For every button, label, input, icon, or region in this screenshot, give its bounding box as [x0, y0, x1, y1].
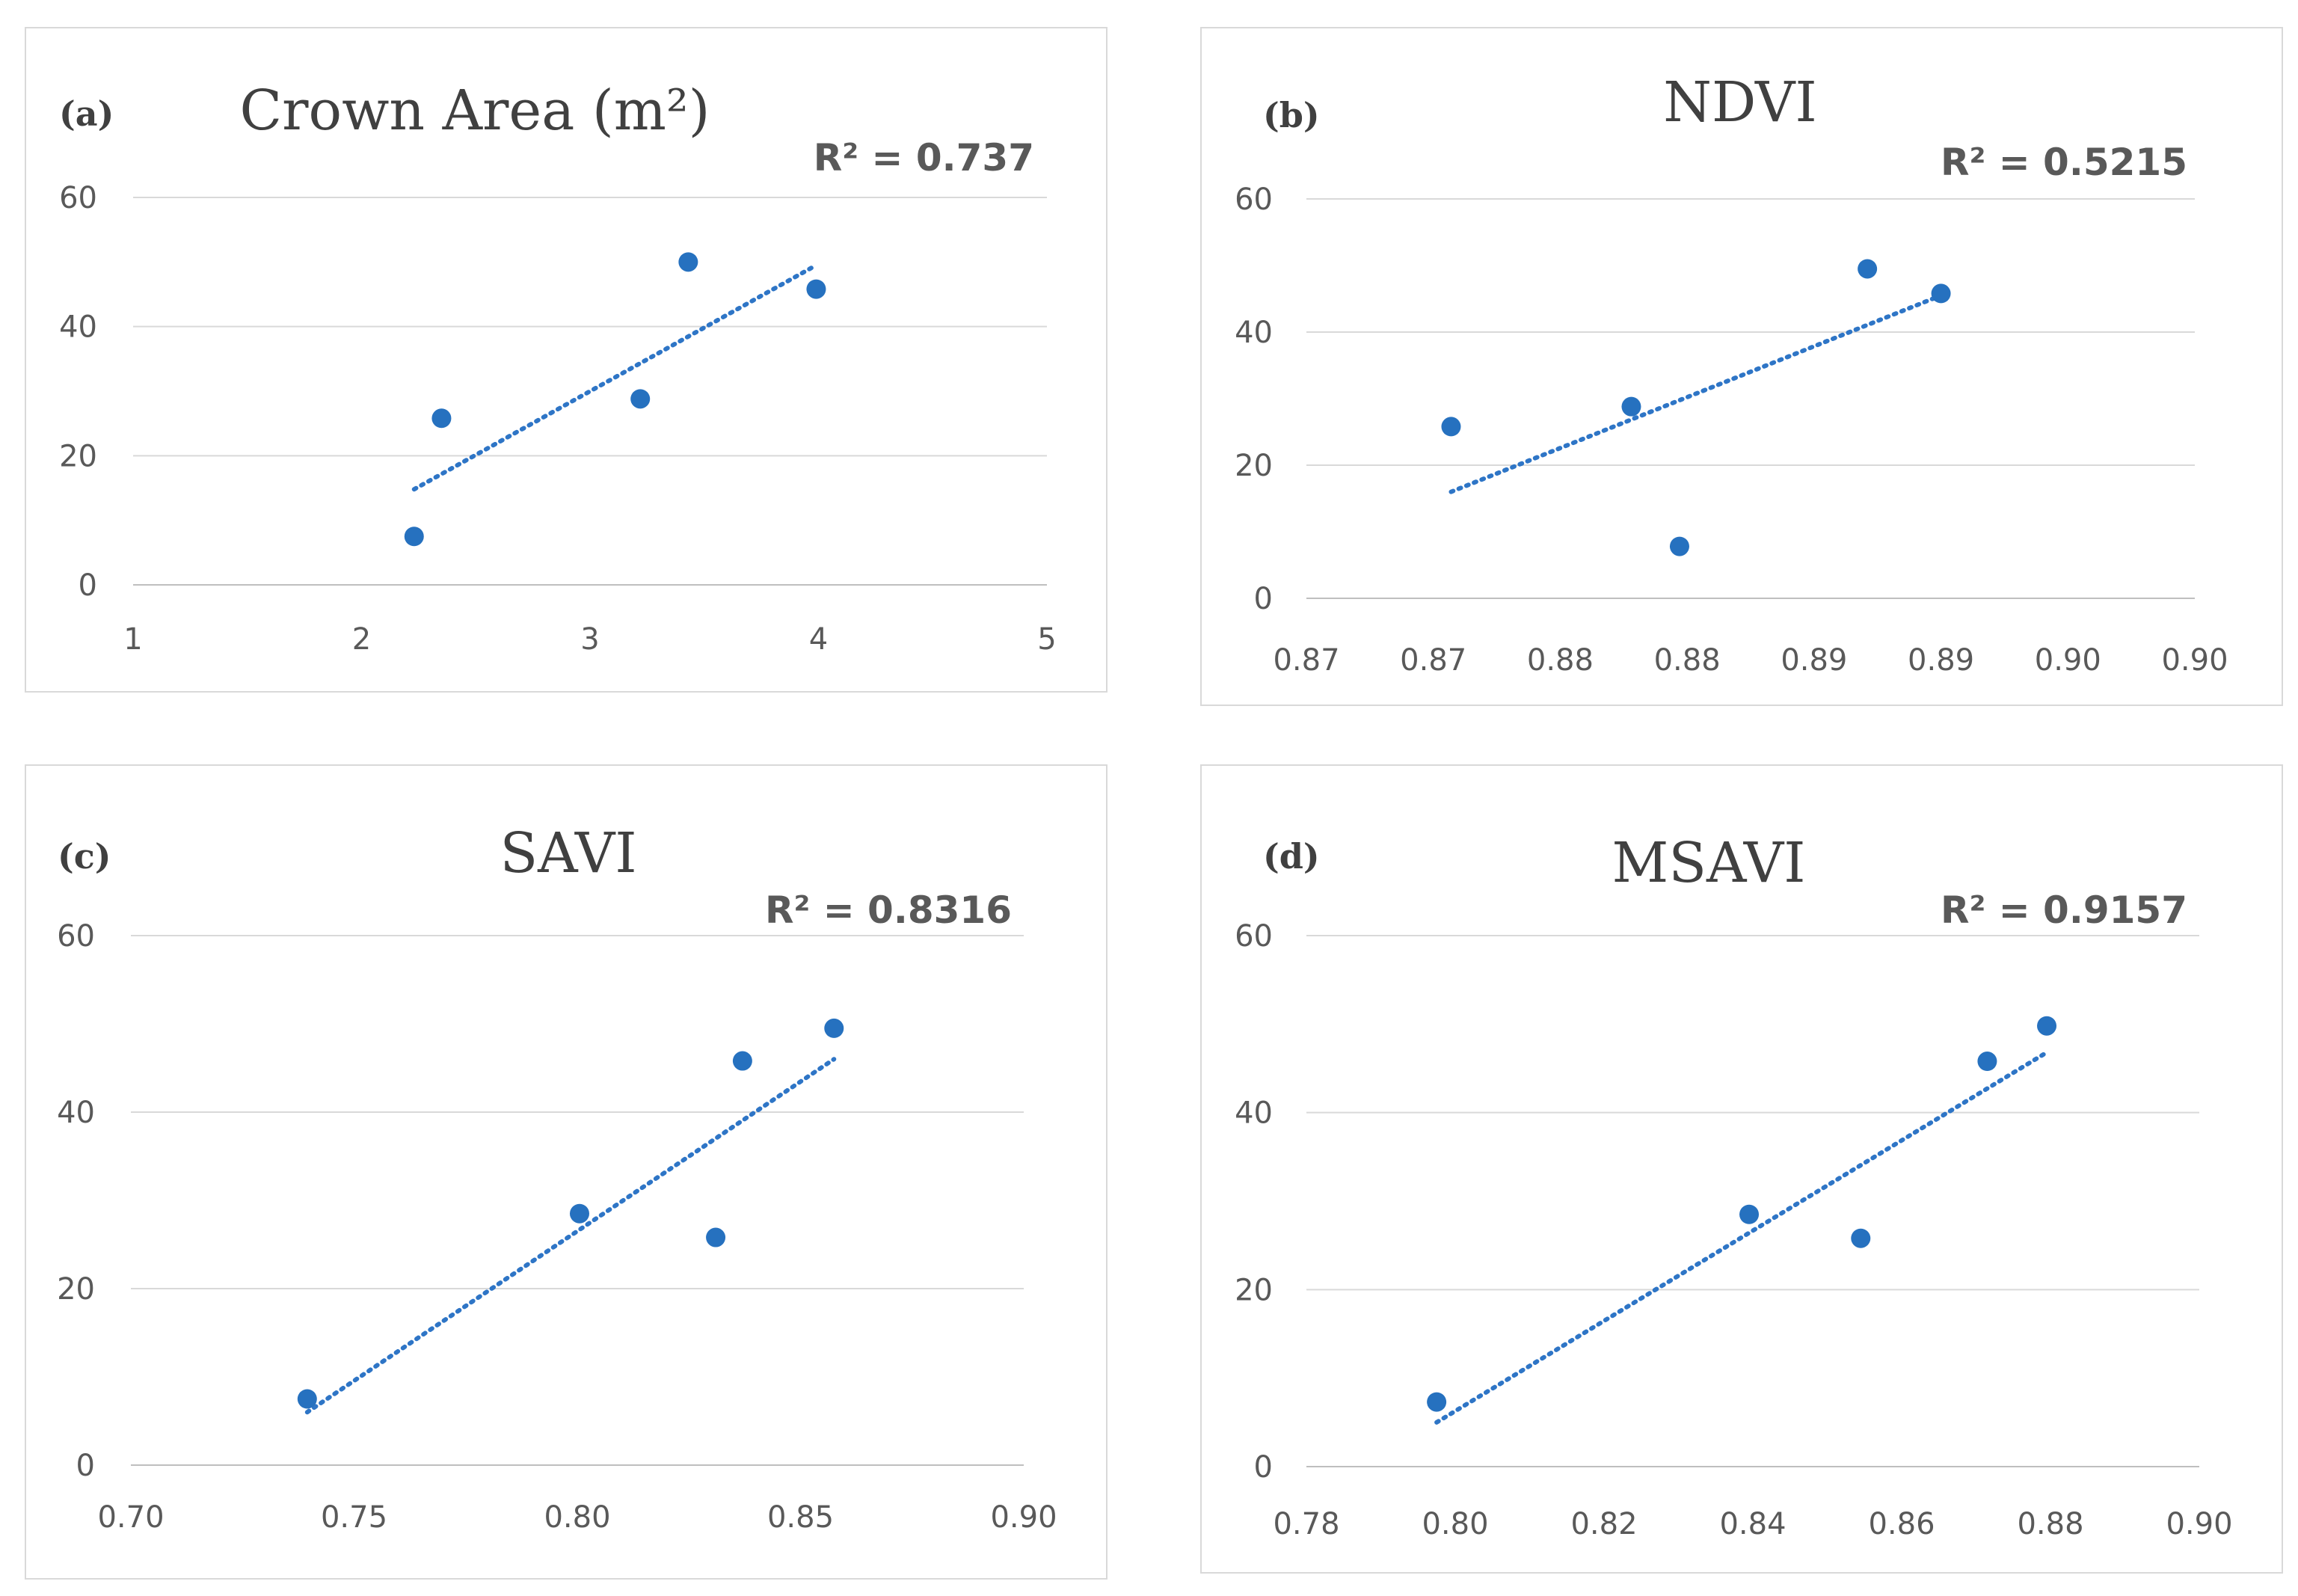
x-tick-label: 0.84	[1719, 1507, 1786, 1541]
chart-panel-d: 0 20 40 60 0.78 0.80 0.82 0.84 0.86 0.88 0.90 (d) MS…	[1200, 764, 2283, 1574]
data-point	[569, 1203, 589, 1224]
chart-c-svg: 0 20 40 60 0.70 0.75 0.80 0.85 0.90 (c) SAVI R² = 0…	[57, 821, 1057, 1535]
x-tick-label: 0.88	[2017, 1507, 2083, 1541]
data-point	[706, 1227, 726, 1247]
x-tick-label: 1	[123, 622, 142, 657]
x-tick-label: 3	[580, 622, 599, 657]
data-point	[297, 1389, 317, 1409]
data-point	[630, 389, 651, 409]
x-tick-label: 0.89	[1908, 643, 1974, 678]
x-tick-label: 0.90	[2035, 643, 2101, 678]
chart-title: Crown Area (m²)	[240, 79, 710, 143]
y-tick-label: 60	[57, 919, 95, 954]
chart-title: NDVI	[1663, 70, 1816, 135]
y-tick-label: 60	[59, 181, 97, 215]
data-point	[2037, 1016, 2057, 1036]
data-point	[824, 1018, 844, 1038]
x-tick-label: 0.88	[1527, 643, 1594, 678]
x-tick-label: 0.87	[1400, 643, 1466, 678]
y-tick-label: 0	[1254, 582, 1273, 616]
data-point	[404, 527, 424, 547]
data-point	[1858, 259, 1878, 279]
chart-panel-c: 0 20 40 60 0.70 0.75 0.80 0.85 0.90 (c) SAVI R² = 0…	[25, 764, 1107, 1580]
r-squared-label: R² = 0.737	[814, 136, 1034, 179]
data-point	[732, 1051, 752, 1071]
y-tick-label: 40	[59, 310, 97, 345]
y-tick-label: 20	[1235, 1273, 1273, 1307]
x-tick-label: 0.89	[1781, 643, 1847, 678]
x-tick-label: 0.90	[2161, 643, 2228, 678]
panel-label: (c)	[58, 836, 111, 877]
x-tick-label: 0.90	[2166, 1507, 2232, 1541]
chart-d-svg: 0 20 40 60 0.78 0.80 0.82 0.84 0.86 0.88 0.90 (d) MS…	[1235, 831, 2232, 1541]
trendline	[411, 263, 819, 492]
x-tick-label: 0.70	[97, 1500, 164, 1535]
x-tick-label: 0.87	[1273, 643, 1339, 678]
x-tick-label: 0.90	[990, 1500, 1057, 1535]
y-tick-label: 60	[1235, 919, 1273, 954]
y-tick-label: 40	[1235, 316, 1273, 350]
panel-label: (b)	[1263, 95, 1320, 135]
x-tick-label: 0.78	[1273, 1507, 1339, 1541]
data-point	[431, 408, 452, 429]
x-tick-label: 0.86	[1868, 1507, 1935, 1541]
y-tick-label: 60	[1235, 182, 1273, 217]
data-point	[1427, 1392, 1447, 1412]
data-point	[806, 279, 826, 299]
data-point	[1739, 1204, 1760, 1224]
r-squared-label: R² = 0.5215	[1941, 141, 2187, 184]
panel-label: (a)	[59, 93, 114, 134]
panel-label: (d)	[1263, 836, 1320, 877]
x-tick-label: 4	[809, 622, 828, 657]
y-tick-label: 0	[1254, 1450, 1273, 1485]
y-tick-label: 20	[1235, 449, 1273, 483]
data-point	[1851, 1228, 1871, 1248]
r-squared-label: R² = 0.8316	[765, 888, 1012, 932]
x-tick-label: 0.80	[544, 1500, 610, 1535]
y-tick-label: 0	[79, 568, 97, 603]
data-point	[1669, 536, 1689, 556]
x-tick-label: 2	[352, 622, 371, 657]
x-tick-label: 0.85	[767, 1500, 834, 1535]
x-tick-label: 0.82	[1570, 1507, 1637, 1541]
chart-title: MSAVI	[1612, 831, 1806, 895]
data-point	[1977, 1052, 1997, 1072]
data-point	[678, 252, 698, 272]
chart-b-svg: 0 20 40 60 0.87 0.87 0.88 0.88 0.89 0.89 0.90 0.90 (…	[1235, 70, 2228, 678]
trendline	[1448, 293, 1944, 494]
y-tick-label: 40	[1235, 1096, 1273, 1131]
data-point	[1621, 396, 1641, 417]
trendline	[304, 1057, 837, 1415]
y-tick-label: 20	[57, 1272, 95, 1307]
chart-title: SAVI	[500, 821, 636, 886]
chart-a-svg: 0 20 40 60 1 2 3 4 5 (a) Crown Area (m²) R² = 0.737	[59, 79, 1057, 657]
y-tick-label: 0	[76, 1449, 95, 1483]
y-tick-label: 40	[57, 1096, 95, 1130]
data-point	[1441, 417, 1461, 437]
trendline	[1434, 1050, 2050, 1425]
x-tick-label: 0.80	[1422, 1507, 1488, 1541]
r-squared-label: R² = 0.9157	[1941, 888, 2187, 932]
chart-panel-b: 0 20 40 60 0.87 0.87 0.88 0.88 0.89 0.89 0.90 0.90 (…	[1200, 27, 2283, 706]
x-tick-label: 0.88	[1654, 643, 1721, 678]
x-tick-label: 5	[1037, 622, 1056, 657]
chart-panel-a: 0 20 40 60 1 2 3 4 5 (a) Crown Area (m²) R² = 0.737	[25, 27, 1107, 693]
data-point	[1931, 283, 1951, 304]
x-tick-label: 0.75	[321, 1500, 387, 1535]
y-tick-label: 20	[59, 439, 97, 473]
